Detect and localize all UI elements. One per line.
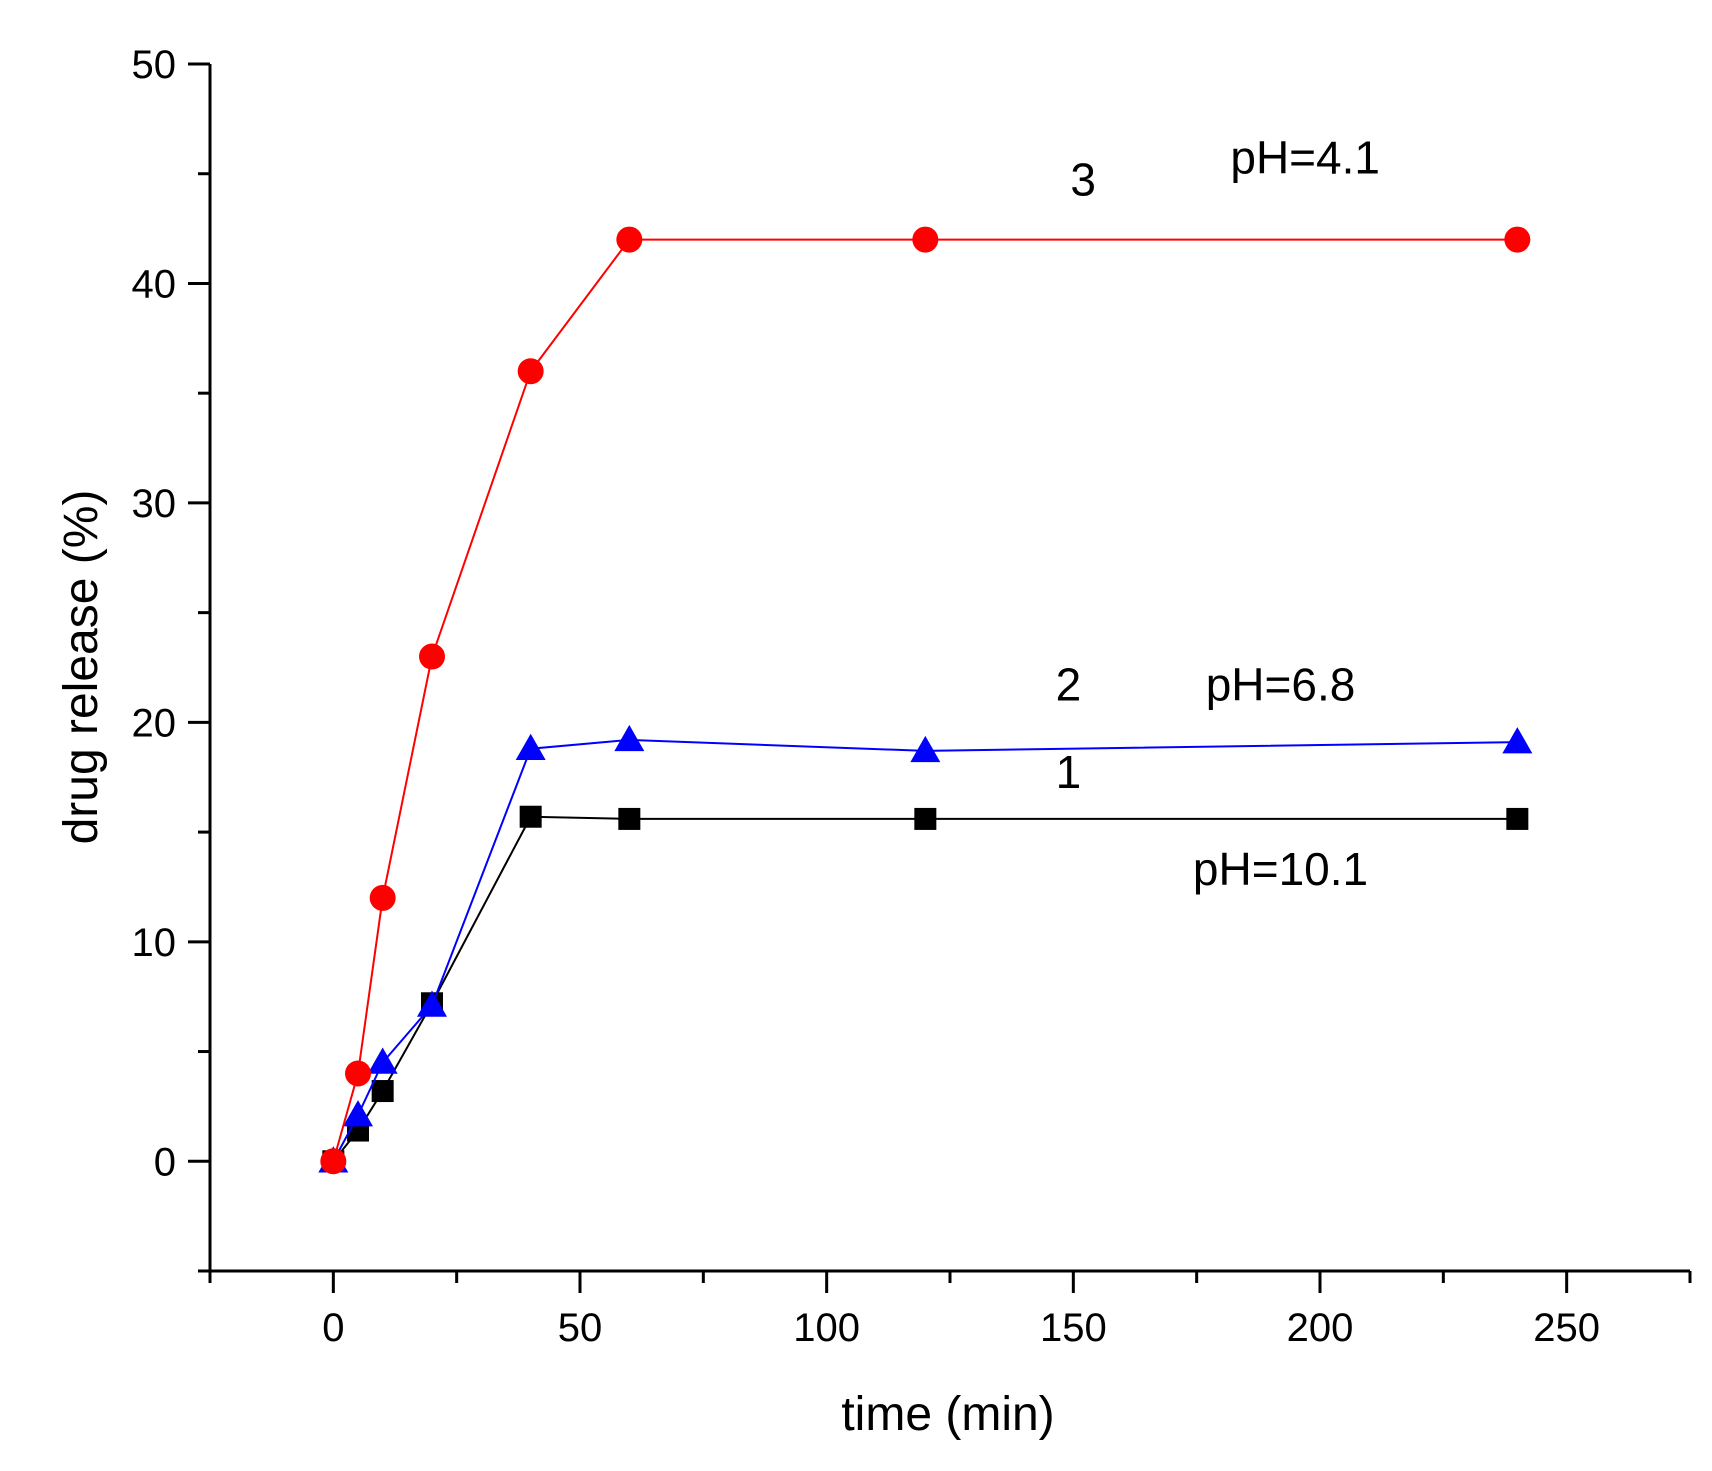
data-point-circle (419, 643, 445, 670)
data-point-triangle (1502, 727, 1533, 754)
annotation-ph-1: pH=10.1 (1193, 843, 1368, 895)
x-tick-label: 100 (793, 1306, 860, 1350)
series-2-line (332, 738, 1518, 1162)
data-point-triangle (367, 1047, 398, 1074)
x-tick-label: 150 (1040, 1306, 1107, 1350)
data-point-triangle (910, 735, 941, 763)
annotations: 3 pH=4.1 2 pH=6.8 1 pH=10.1 (1056, 132, 1380, 895)
x-tick-label: 200 (1287, 1306, 1354, 1350)
y-tick-label: 30 (132, 482, 177, 526)
data-point-circle (912, 226, 939, 253)
x-tick-label: 250 (1533, 1306, 1600, 1350)
annotation-num-3: 3 (1070, 154, 1096, 206)
data-point-triangle (614, 724, 645, 752)
data-point-circle (345, 1060, 371, 1087)
x-tick-label: 50 (558, 1306, 603, 1350)
y-tick-label: 0 (154, 1140, 176, 1184)
tick-labels: 0 10 20 30 40 50 0 50 100 150 200 250 (132, 43, 1601, 1350)
annotation-ph-2: pH=6.8 (1206, 658, 1356, 710)
data-point-triangle (417, 990, 447, 1017)
data-point-triangle (515, 733, 546, 760)
annotation-num-1: 1 (1056, 746, 1082, 798)
ticks (188, 62, 1692, 1293)
data-point-circle (517, 358, 544, 385)
series-2 (318, 724, 1533, 1173)
y-tick-label: 20 (132, 701, 177, 745)
data-point-square (1506, 807, 1529, 830)
y-tick-label: 50 (132, 43, 177, 87)
annotation-ph-3: pH=4.1 (1230, 132, 1380, 184)
series-3 (320, 226, 1531, 1175)
data-point-circle (1504, 226, 1531, 253)
y-axis-title: drug release (%) (55, 490, 108, 845)
x-axis-title: time (min) (841, 1388, 1054, 1441)
annotation-num-2: 2 (1056, 658, 1082, 710)
data-point-square (618, 807, 641, 830)
data-point-triangle (343, 1100, 373, 1127)
data-point-square (519, 805, 542, 828)
series-3-line (332, 238, 1518, 1162)
y-tick-label: 10 (132, 921, 177, 965)
data-point-circle (369, 884, 396, 911)
data-point-circle (616, 226, 643, 253)
data-point-square (914, 807, 937, 830)
y-tick-label: 40 (132, 262, 177, 306)
data-point-square (371, 1080, 394, 1103)
series-layer (318, 226, 1533, 1175)
data-point-circle (320, 1148, 347, 1175)
x-tick-label: 0 (322, 1306, 344, 1350)
